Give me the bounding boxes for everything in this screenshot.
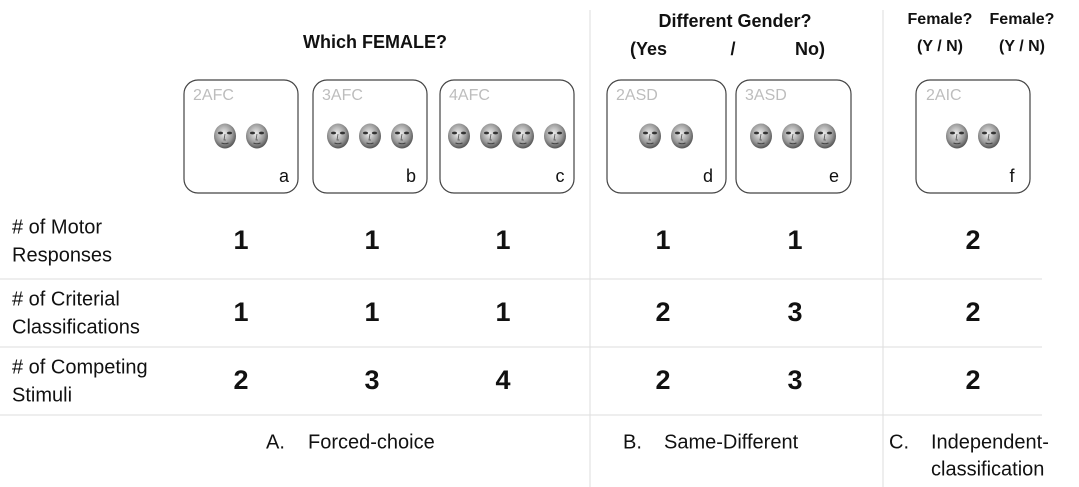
panel-label: 2AFC <box>193 87 234 104</box>
panel-letter: a <box>279 166 290 186</box>
section-letter: B. <box>623 431 642 453</box>
cell-value: 3 <box>364 365 379 395</box>
row-label: # of Competing <box>12 356 148 378</box>
section-name: Forced-choice <box>308 431 435 453</box>
option: (Yes <box>630 39 667 59</box>
panel: 3ASD e <box>735 79 852 194</box>
row-label: # of Motor <box>12 216 102 238</box>
section-letter: A. <box>266 431 285 453</box>
option: No) <box>795 39 825 59</box>
cell-value: 1 <box>495 297 510 327</box>
panel: 3AFC b <box>312 79 428 194</box>
panel-label: 3AFC <box>322 87 363 104</box>
row-label: Responses <box>12 244 112 266</box>
cell-value: 1 <box>364 225 379 255</box>
cell-value: 3 <box>787 365 802 395</box>
section-name: Independent- <box>931 431 1049 453</box>
row-label: Classifications <box>12 316 140 338</box>
cells: 1 1 1 1 1 2 1 1 1 2 3 2 2 3 4 2 3 2 <box>233 225 980 395</box>
panel-letter: d <box>703 166 713 186</box>
cell-value: 2 <box>655 365 670 395</box>
row-label: # of Criterial <box>12 288 120 310</box>
panel: 2AIC f <box>915 79 1031 194</box>
panel: 4AFC c <box>439 79 575 194</box>
panel-letter: b <box>406 166 416 186</box>
group-header: Female? <box>908 11 973 28</box>
panel-letter: f <box>1009 166 1015 186</box>
panel-label: 2AIC <box>926 87 962 104</box>
panel-label: 4AFC <box>449 87 490 104</box>
option: / <box>730 39 735 59</box>
cell-value: 1 <box>655 225 670 255</box>
panel-letter: c <box>556 166 565 186</box>
panel-label: 2ASD <box>616 87 658 104</box>
cell-value: 1 <box>364 297 379 327</box>
cell-value: 2 <box>965 297 980 327</box>
panel: 2AFC a <box>183 79 299 194</box>
option: (Y / N) <box>917 38 963 55</box>
group-header: Different Gender? <box>658 11 811 31</box>
cell-value: 3 <box>787 297 802 327</box>
cell-value: 1 <box>233 225 248 255</box>
cell-value: 2 <box>965 225 980 255</box>
row-label: Stimuli <box>12 384 72 406</box>
cell-value: 1 <box>787 225 802 255</box>
cell-value: 2 <box>233 365 248 395</box>
section-name: Same-Different <box>664 431 799 453</box>
option: (Y / N) <box>999 38 1045 55</box>
cell-value: 1 <box>233 297 248 327</box>
section-name: classification <box>931 458 1044 480</box>
panel-letter: e <box>829 166 839 186</box>
group-header: Which FEMALE? <box>303 32 447 52</box>
cell-value: 2 <box>655 297 670 327</box>
panel: 2ASD d <box>606 79 727 194</box>
cell-value: 4 <box>495 365 510 395</box>
section-letter: C. <box>889 431 909 453</box>
cell-value: 1 <box>495 225 510 255</box>
group-header: Female? <box>990 11 1055 28</box>
cell-value: 2 <box>965 365 980 395</box>
panel-label: 3ASD <box>745 87 787 104</box>
